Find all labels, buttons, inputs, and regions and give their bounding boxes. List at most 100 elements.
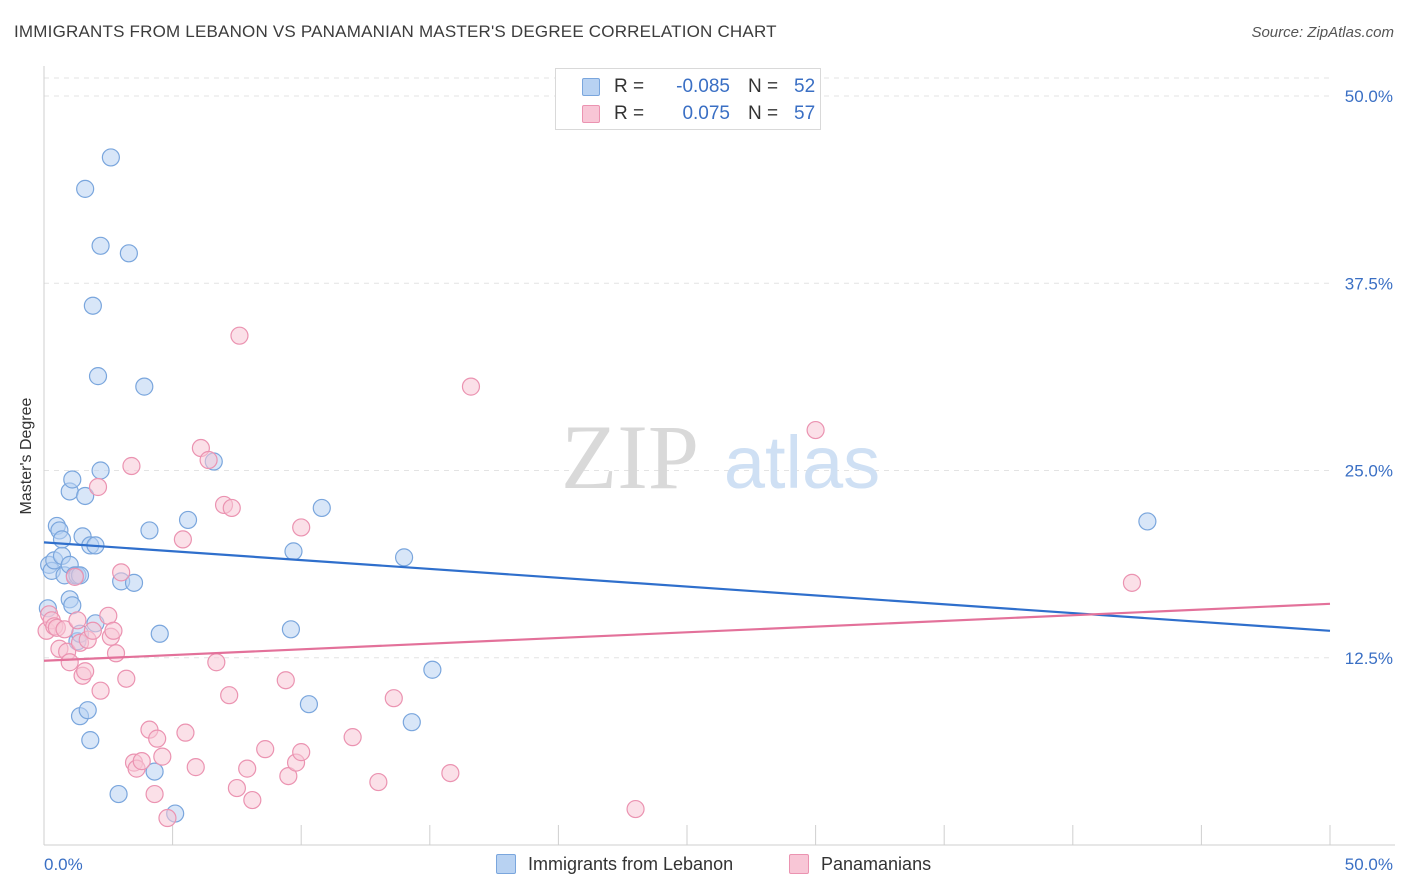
point-panamanians[interactable] (106, 644, 126, 663)
point-panamanians[interactable] (1122, 573, 1142, 592)
point-lebanon[interactable] (150, 624, 169, 643)
point-lebanon[interactable] (88, 367, 108, 386)
point-lebanon[interactable] (299, 695, 319, 714)
point-panamanians[interactable] (153, 747, 172, 766)
stats-row-panamanians: R = 0.075 N = 57 (582, 102, 815, 126)
point-lebanon[interactable] (312, 498, 331, 518)
point-panamanians[interactable] (112, 563, 131, 582)
x-tick-label: 50.0% (1345, 855, 1393, 874)
stats-r-value: -0.085 (676, 76, 730, 97)
point-panamanians[interactable] (148, 729, 167, 748)
point-lebanon[interactable] (101, 148, 120, 167)
point-lebanon[interactable] (402, 713, 421, 732)
point-panamanians[interactable] (60, 653, 79, 672)
point-panamanians[interactable] (222, 498, 241, 518)
point-lebanon[interactable] (394, 548, 414, 567)
point-panamanians[interactable] (220, 686, 239, 705)
point-panamanians[interactable] (276, 671, 295, 690)
point-panamanians[interactable] (292, 518, 311, 537)
point-panamanians[interactable] (68, 611, 87, 630)
point-lebanon[interactable] (52, 530, 72, 549)
point-lebanon[interactable] (178, 510, 198, 530)
stats-box: R = -0.085 N = 52 R = 0.075 N = 57 (555, 68, 821, 130)
stats-n-value: 57 (794, 103, 816, 124)
point-lebanon[interactable] (124, 573, 144, 592)
point-lebanon[interactable] (91, 236, 110, 255)
point-lebanon[interactable] (281, 620, 301, 639)
point-panamanians[interactable] (91, 681, 110, 700)
point-panamanians[interactable] (230, 326, 249, 345)
point-lebanon[interactable] (423, 660, 442, 679)
point-lebanon[interactable] (140, 521, 159, 540)
y-tick-label: 50.0% (1345, 87, 1393, 106)
point-lebanon[interactable] (63, 470, 82, 489)
point-lebanon[interactable] (91, 461, 110, 480)
point-panamanians[interactable] (461, 377, 481, 396)
point-panamanians[interactable] (279, 766, 298, 786)
point-lebanon[interactable] (109, 784, 128, 804)
point-panamanians[interactable] (55, 620, 74, 639)
point-panamanians[interactable] (199, 450, 218, 470)
x-tick-label: 0.0% (44, 855, 83, 874)
point-panamanians[interactable] (238, 759, 257, 778)
point-panamanians[interactable] (227, 778, 246, 798)
axes-layer (43, 66, 1395, 846)
legend-item-panamanians[interactable]: Panamanians (789, 852, 931, 876)
chart-title: IMMIGRANTS FROM LEBANON VS PANAMANIAN MA… (14, 22, 777, 41)
point-panamanians[interactable] (65, 567, 84, 586)
point-panamanians[interactable] (104, 621, 123, 640)
point-panamanians[interactable] (384, 689, 403, 708)
point-panamanians[interactable] (186, 758, 205, 777)
point-lebanon[interactable] (83, 296, 102, 315)
stats-n-label: N = (748, 76, 779, 97)
point-panamanians[interactable] (145, 784, 164, 804)
point-panamanians[interactable] (806, 420, 825, 440)
watermark-atlas: atlas (724, 421, 880, 504)
point-panamanians[interactable] (176, 723, 195, 742)
point-lebanon[interactable] (81, 731, 100, 750)
point-panamanians[interactable] (626, 799, 645, 819)
point-panamanians[interactable] (343, 728, 362, 747)
point-panamanians[interactable] (158, 808, 177, 828)
legend-label-lebanon: Immigrants from Lebanon (528, 853, 734, 874)
point-panamanians[interactable] (88, 477, 108, 497)
point-panamanians[interactable] (83, 621, 102, 640)
point-lebanon[interactable] (1138, 512, 1157, 531)
stats-n-label: N = (748, 103, 779, 124)
stats-row-lebanon: R = -0.085 N = 52 (582, 75, 815, 99)
point-panamanians[interactable] (173, 530, 192, 549)
y-axis-label: Master's Degree (18, 397, 35, 515)
point-lebanon[interactable] (119, 244, 138, 263)
stats-swatch-panamanians (582, 105, 600, 123)
legend-swatch-panamanians (789, 854, 809, 874)
point-lebanon[interactable] (76, 179, 95, 198)
trend-line-lebanon (43, 541, 1331, 632)
y-tick-label: 37.5% (1345, 274, 1393, 293)
point-panamanians[interactable] (256, 740, 275, 759)
point-panamanians[interactable] (441, 763, 460, 783)
point-panamanians[interactable] (369, 772, 388, 792)
point-panamanians[interactable] (122, 456, 141, 476)
legend-item-lebanon[interactable]: Immigrants from Lebanon (496, 852, 733, 876)
point-panamanians[interactable] (76, 662, 95, 681)
stats-r-value: 0.075 (682, 103, 730, 124)
point-lebanon[interactable] (284, 542, 303, 561)
point-lebanon[interactable] (135, 377, 154, 396)
legend-swatch-lebanon (496, 854, 516, 874)
stats-r-label: R = (614, 76, 645, 97)
tick-label-layer: 12.5% 25.0% 37.5% 50.0% 0.0% 50.0% (44, 87, 1393, 874)
point-panamanians[interactable] (132, 752, 151, 771)
watermark-zip: ZIP (561, 406, 699, 508)
point-panamanians[interactable] (243, 790, 262, 810)
point-panamanians[interactable] (207, 653, 226, 672)
y-tick-label: 12.5% (1345, 649, 1393, 668)
point-panamanians[interactable] (292, 743, 311, 762)
stats-r-label: R = (614, 103, 645, 124)
point-panamanians[interactable] (117, 669, 136, 688)
point-lebanon[interactable] (76, 486, 95, 506)
point-lebanon[interactable] (78, 701, 97, 720)
point-lebanon[interactable] (145, 762, 164, 781)
grid-layer (44, 77, 1330, 659)
y-tick-label: 25.0% (1345, 462, 1393, 481)
stats-swatch-lebanon (582, 78, 600, 96)
